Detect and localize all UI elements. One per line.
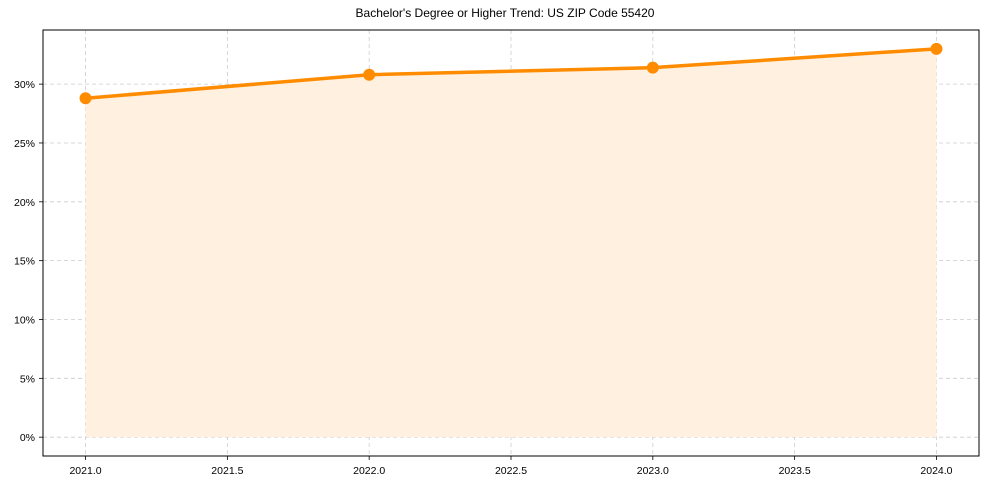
x-tick-label: 2021.5 bbox=[211, 465, 243, 477]
series-line bbox=[85, 47, 937, 100]
x-tick-label: 2021.0 bbox=[69, 465, 101, 477]
x-tick-label: 2022.5 bbox=[495, 465, 527, 477]
x-tick-label: 2024.0 bbox=[920, 465, 952, 477]
y-tick-label: 0% bbox=[20, 432, 35, 444]
x-tick-label: 2023.0 bbox=[637, 465, 669, 477]
y-tick-label: 10% bbox=[14, 314, 35, 326]
x-axis: 2021.0 2021.5 2022.0 2022.5 2023.0 2023.5 2024… bbox=[69, 456, 953, 477]
x-tick-label: 2023.5 bbox=[779, 465, 811, 477]
data-line bbox=[85, 47, 937, 100]
data-point-marker bbox=[930, 42, 943, 55]
y-axis: 0% 5% 10% 15% 20% 25% 30% bbox=[14, 79, 43, 444]
y-tick-label: 25% bbox=[14, 138, 35, 150]
data-point-marker bbox=[646, 61, 659, 74]
data-point-marker bbox=[363, 68, 376, 81]
area-fill bbox=[85, 48, 937, 438]
y-tick-label: 30% bbox=[14, 79, 35, 91]
data-point-marker bbox=[79, 92, 92, 105]
y-tick-label: 15% bbox=[14, 256, 35, 268]
x-tick-label: 2022.0 bbox=[353, 465, 385, 477]
y-tick-label: 5% bbox=[20, 373, 35, 385]
chart-title: Bachelor's Degree or Higher Trend: US ZI… bbox=[355, 6, 655, 20]
data-points bbox=[79, 42, 943, 105]
area-fill-path bbox=[85, 48, 937, 438]
y-tick-label: 20% bbox=[14, 197, 35, 209]
